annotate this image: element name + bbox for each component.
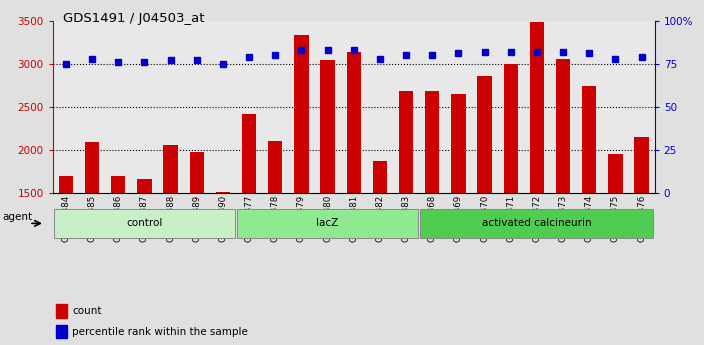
- Bar: [634, 137, 649, 193]
- Text: activated calcineurin: activated calcineurin: [482, 218, 592, 228]
- Bar: [425, 91, 439, 193]
- Bar: [372, 161, 387, 193]
- Text: percentile rank within the sample: percentile rank within the sample: [72, 327, 248, 337]
- Bar: [294, 36, 308, 193]
- Bar: [189, 152, 204, 193]
- Bar: [58, 176, 73, 193]
- Bar: [529, 21, 544, 193]
- Bar: [420, 209, 653, 238]
- Bar: [608, 154, 622, 193]
- Bar: [346, 52, 361, 193]
- Bar: [399, 91, 413, 193]
- Bar: [477, 76, 492, 193]
- Text: count: count: [72, 306, 101, 316]
- Text: lacZ: lacZ: [317, 218, 339, 228]
- Bar: [56, 304, 67, 317]
- Bar: [320, 60, 335, 193]
- Bar: [237, 209, 418, 238]
- Bar: [556, 59, 570, 193]
- Bar: [451, 94, 465, 193]
- Text: agent: agent: [3, 212, 33, 222]
- Bar: [582, 86, 596, 193]
- Bar: [242, 114, 256, 193]
- Bar: [503, 64, 518, 193]
- Bar: [215, 192, 230, 193]
- Bar: [85, 142, 99, 193]
- Text: control: control: [126, 218, 163, 228]
- Bar: [137, 179, 151, 193]
- Bar: [111, 176, 125, 193]
- Bar: [56, 325, 67, 338]
- Bar: [54, 209, 234, 238]
- Text: GDS1491 / J04503_at: GDS1491 / J04503_at: [63, 12, 205, 25]
- Bar: [163, 145, 178, 193]
- Bar: [268, 141, 282, 193]
